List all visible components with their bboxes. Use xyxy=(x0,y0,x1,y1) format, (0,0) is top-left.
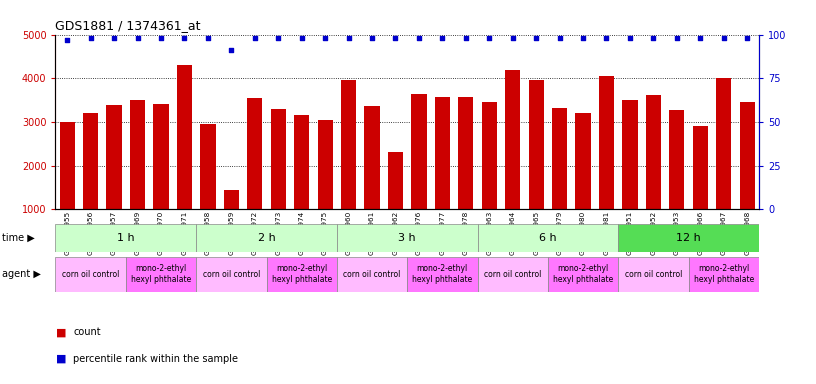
Point xyxy=(131,35,144,41)
Point xyxy=(389,35,402,41)
Text: count: count xyxy=(73,327,101,337)
Bar xyxy=(716,78,731,253)
Bar xyxy=(645,95,661,253)
Bar xyxy=(548,257,619,292)
Point xyxy=(318,35,331,41)
Text: corn oil control: corn oil control xyxy=(484,270,541,279)
Bar xyxy=(196,224,337,252)
Bar xyxy=(317,120,333,253)
Point xyxy=(366,35,379,41)
Bar xyxy=(83,113,98,253)
Text: mono-2-ethyl
hexyl phthalate: mono-2-ethyl hexyl phthalate xyxy=(553,265,613,284)
Bar xyxy=(106,105,122,253)
Bar xyxy=(337,224,477,252)
Bar xyxy=(60,122,75,253)
Text: ■: ■ xyxy=(55,354,66,364)
Bar xyxy=(458,97,473,253)
Bar xyxy=(619,224,759,252)
Bar xyxy=(267,257,337,292)
Bar xyxy=(271,109,286,253)
Point xyxy=(154,35,167,41)
Text: mono-2-ethyl
hexyl phthalate: mono-2-ethyl hexyl phthalate xyxy=(272,265,332,284)
Point xyxy=(84,35,97,41)
Point xyxy=(225,47,238,53)
Point xyxy=(553,35,566,41)
Text: 2 h: 2 h xyxy=(258,233,275,243)
Point xyxy=(576,35,589,41)
Text: 12 h: 12 h xyxy=(676,233,701,243)
Bar xyxy=(177,65,192,253)
Point xyxy=(670,35,683,41)
Text: corn oil control: corn oil control xyxy=(62,270,119,279)
Bar xyxy=(575,113,591,253)
Point xyxy=(342,35,355,41)
Point xyxy=(741,35,754,41)
Bar xyxy=(689,257,759,292)
Point xyxy=(530,35,543,41)
Text: 1 h: 1 h xyxy=(117,233,135,243)
Text: mono-2-ethyl
hexyl phthalate: mono-2-ethyl hexyl phthalate xyxy=(412,265,472,284)
Point xyxy=(202,35,215,41)
Point xyxy=(623,35,636,41)
Bar xyxy=(481,102,497,253)
Point xyxy=(694,35,707,41)
Bar xyxy=(599,76,614,253)
Bar xyxy=(55,224,196,252)
Bar xyxy=(388,152,403,253)
Bar xyxy=(411,94,427,253)
Text: corn oil control: corn oil control xyxy=(625,270,682,279)
Bar xyxy=(126,257,196,292)
Point xyxy=(108,35,121,41)
Point xyxy=(295,35,308,41)
Bar xyxy=(477,257,548,292)
Text: corn oil control: corn oil control xyxy=(344,270,401,279)
Point xyxy=(717,35,730,41)
Text: mono-2-ethyl
hexyl phthalate: mono-2-ethyl hexyl phthalate xyxy=(694,265,754,284)
Point xyxy=(483,35,496,41)
Bar xyxy=(619,257,689,292)
Point xyxy=(506,35,519,41)
Bar xyxy=(407,257,477,292)
Text: 6 h: 6 h xyxy=(539,233,557,243)
Bar xyxy=(130,100,145,253)
Text: ■: ■ xyxy=(55,327,66,337)
Bar xyxy=(739,102,755,253)
Point xyxy=(272,35,285,41)
Bar xyxy=(247,98,263,253)
Point xyxy=(412,35,425,41)
Bar xyxy=(477,224,619,252)
Text: corn oil control: corn oil control xyxy=(202,270,260,279)
Bar xyxy=(552,108,567,253)
Bar xyxy=(693,126,708,253)
Bar xyxy=(196,257,267,292)
Point xyxy=(647,35,660,41)
Bar xyxy=(55,257,126,292)
Point xyxy=(459,35,472,41)
Point xyxy=(436,35,449,41)
Bar xyxy=(337,257,407,292)
Bar xyxy=(224,190,239,253)
Bar xyxy=(669,110,685,253)
Bar xyxy=(365,106,379,253)
Bar xyxy=(200,124,215,253)
Bar xyxy=(294,115,309,253)
Bar xyxy=(435,97,450,253)
Point xyxy=(178,35,191,41)
Bar xyxy=(153,104,169,253)
Bar xyxy=(505,70,521,253)
Point xyxy=(600,35,613,41)
Text: agent ▶: agent ▶ xyxy=(2,269,41,279)
Text: 3 h: 3 h xyxy=(398,233,416,243)
Text: percentile rank within the sample: percentile rank within the sample xyxy=(73,354,238,364)
Point xyxy=(248,35,261,41)
Bar xyxy=(623,100,637,253)
Text: GDS1881 / 1374361_at: GDS1881 / 1374361_at xyxy=(55,19,201,32)
Text: mono-2-ethyl
hexyl phthalate: mono-2-ethyl hexyl phthalate xyxy=(131,265,191,284)
Bar xyxy=(341,80,357,253)
Text: time ▶: time ▶ xyxy=(2,233,34,243)
Bar xyxy=(529,80,543,253)
Point xyxy=(60,37,73,43)
